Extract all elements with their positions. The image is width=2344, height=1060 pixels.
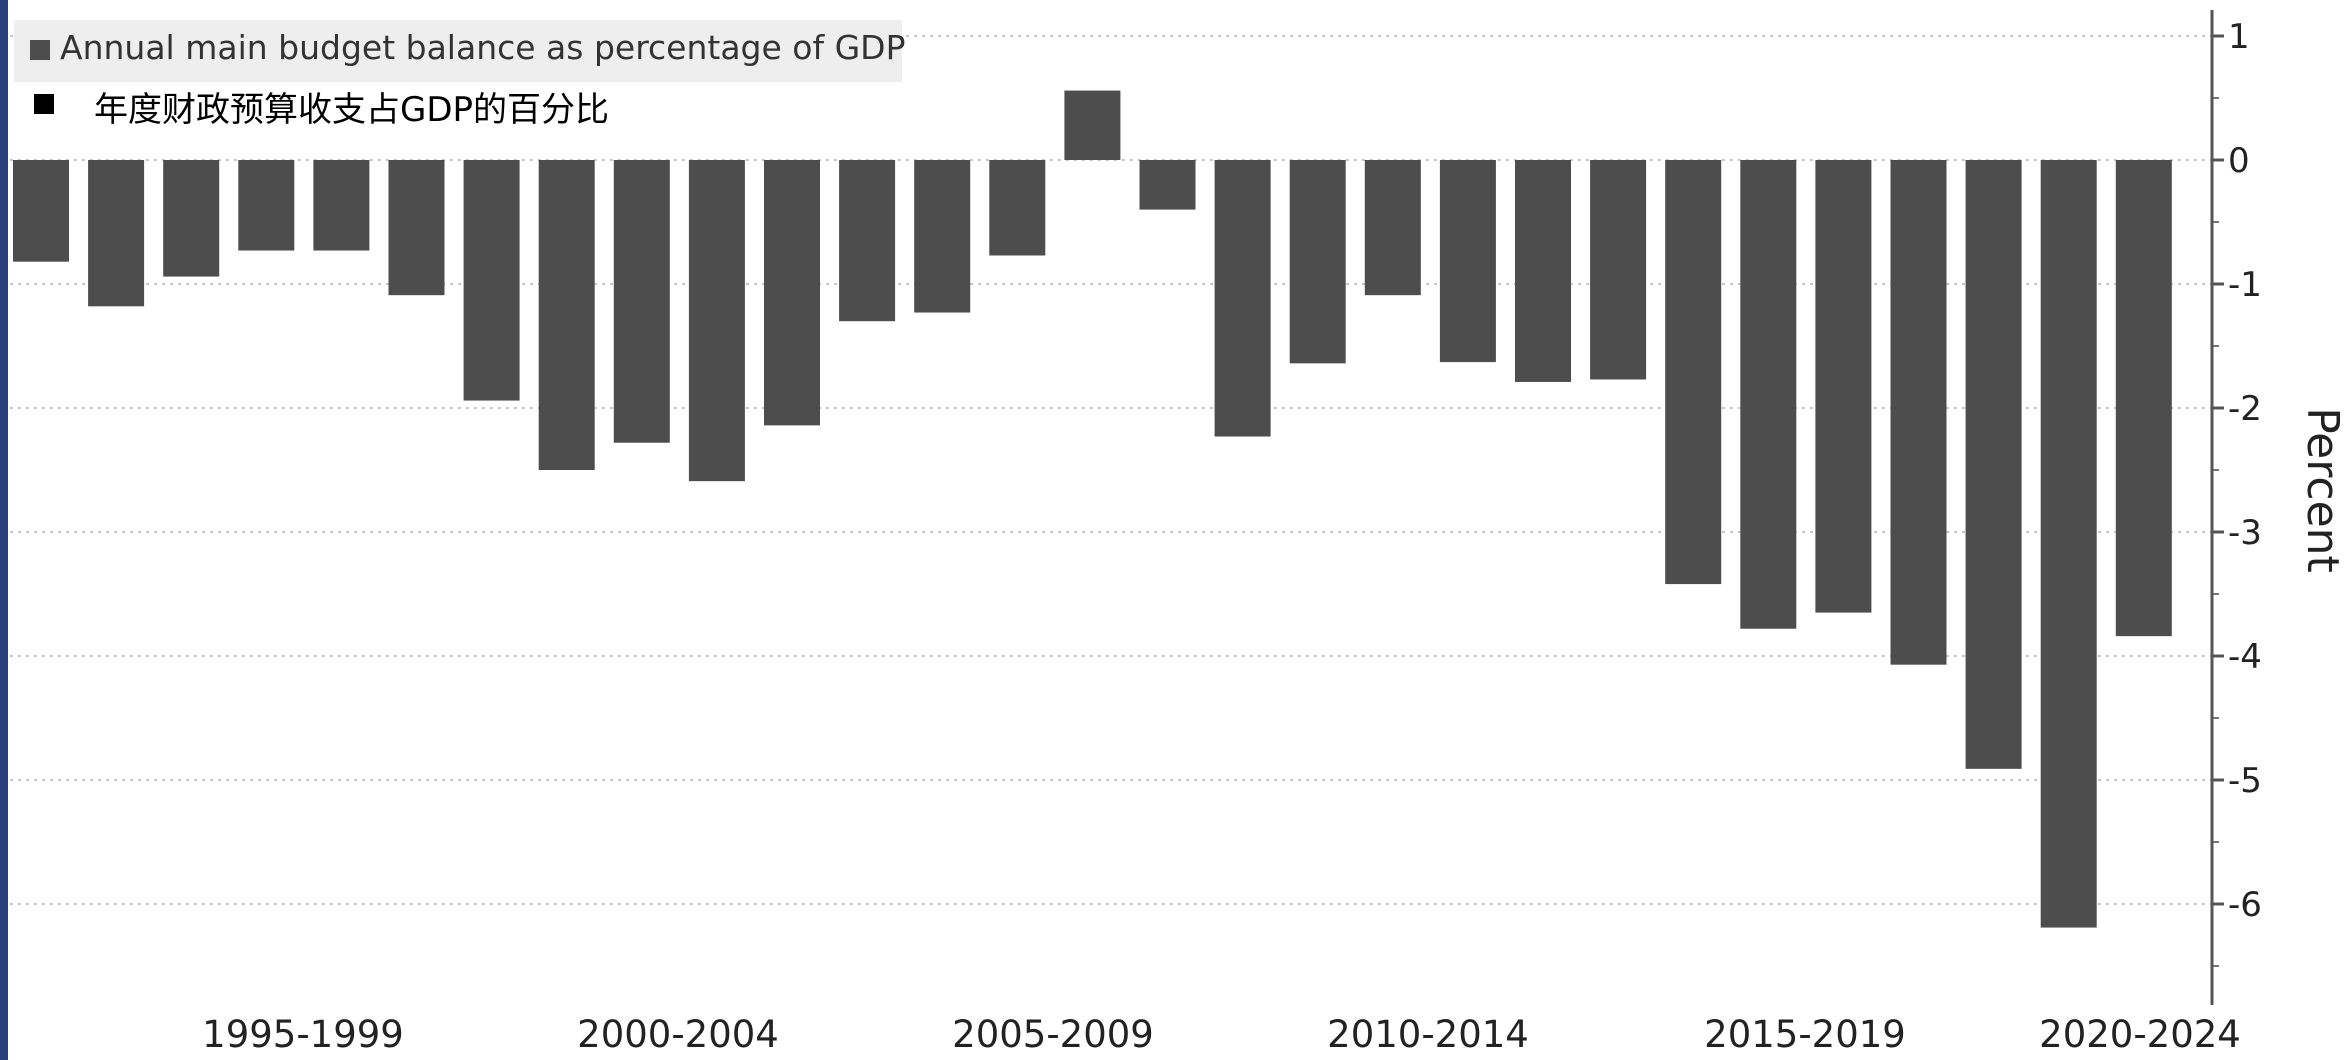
- bar: [2040, 160, 2097, 928]
- y-axis: 1 0 -1 -2 -3 -4 -5 -6: [2210, 10, 2262, 1005]
- legend-label-english: Annual main budget balance as percentage…: [60, 28, 906, 67]
- x-category-label: 2020-2024: [2039, 1013, 2241, 1056]
- x-category-label: 2000-2004: [577, 1013, 779, 1056]
- bar: [688, 160, 745, 482]
- bar: [914, 160, 971, 313]
- x-category-label: 2015-2019: [1704, 1013, 1906, 1056]
- bar: [163, 160, 220, 277]
- bar: [1965, 160, 2022, 769]
- bar: [764, 160, 820, 426]
- bar: [1515, 160, 1571, 382]
- bar: [1139, 160, 1196, 210]
- legend-swatch-chinese: [34, 94, 54, 114]
- bar: [1289, 160, 1346, 364]
- bar: [88, 160, 145, 307]
- bar: [1740, 160, 1797, 629]
- legend-swatch: [30, 40, 50, 60]
- x-axis-labels: 1995-1999 2000-2004 2005-2009 2010-2014 2015…: [202, 1013, 2241, 1056]
- bar: [839, 160, 896, 322]
- left-edge-strip: [0, 0, 8, 1060]
- bar: [1890, 160, 1947, 665]
- y-tick-label: -4: [2228, 637, 2262, 677]
- y-tick-label: -1: [2228, 265, 2262, 305]
- bar: [1364, 160, 1421, 296]
- bar: [388, 160, 445, 296]
- x-category-label: 2010-2014: [1327, 1013, 1529, 1056]
- bar: [463, 160, 520, 401]
- bar: [1590, 160, 1647, 380]
- bar-layer: [13, 90, 2172, 928]
- bar: [538, 160, 595, 470]
- y-tick-label: -6: [2228, 885, 2262, 925]
- bar: [613, 160, 670, 443]
- bar: [313, 160, 370, 251]
- x-category-label: 1995-1999: [202, 1013, 404, 1056]
- y-tick-label: -2: [2228, 389, 2262, 429]
- y-tick-label: 1: [2228, 17, 2250, 57]
- y-axis-title: Percent: [2297, 407, 2344, 573]
- y-tick-label: 0: [2228, 141, 2250, 181]
- x-category-label: 2005-2009: [952, 1013, 1154, 1056]
- bar: [1214, 160, 1271, 437]
- bar: [1665, 160, 1722, 585]
- bar: [2115, 160, 2172, 637]
- legend: [14, 20, 902, 82]
- legend-label-chinese: 年度财政预算收支占GDP的百分比: [94, 90, 610, 130]
- bar: [1815, 160, 1872, 613]
- bar: [238, 160, 295, 251]
- bar: [989, 160, 1046, 256]
- bar: [1439, 160, 1496, 363]
- y-tick-label: -5: [2228, 761, 2262, 801]
- bar: [1064, 90, 1121, 160]
- bar: [13, 160, 69, 262]
- y-tick-label: -3: [2228, 513, 2262, 553]
